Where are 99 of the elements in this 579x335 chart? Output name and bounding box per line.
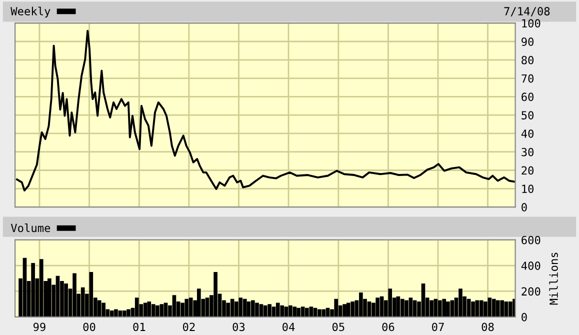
bar [234, 302, 238, 317]
bar [56, 276, 60, 317]
bar [309, 306, 314, 317]
y-tick-label: 100 [522, 19, 540, 28]
bar [110, 310, 114, 317]
bar [421, 284, 426, 317]
bar [102, 302, 106, 317]
bar [475, 300, 480, 317]
y-tick-label: 0 [522, 203, 527, 212]
bar [172, 295, 176, 317]
bar [471, 302, 475, 317]
y-tick-label: 90 [522, 38, 534, 46]
x-tick-label: 00 [83, 322, 96, 332]
line-series [16, 30, 516, 192]
bar [412, 300, 417, 317]
bar [350, 302, 355, 317]
bar [268, 304, 272, 317]
bar [488, 298, 492, 317]
bar [226, 302, 230, 317]
y-tick-label: 400 [521, 262, 540, 270]
bar [214, 272, 218, 317]
bar [479, 300, 484, 317]
x-tick-label: 03 [232, 322, 245, 332]
bar [134, 298, 139, 317]
bar [48, 278, 52, 317]
bar [288, 305, 292, 317]
bar [484, 302, 488, 317]
bar [376, 298, 380, 317]
bar [156, 305, 160, 317]
bar [31, 262, 35, 317]
bar [359, 292, 363, 317]
bar [242, 298, 247, 317]
bar [318, 309, 322, 317]
bar [292, 306, 297, 317]
x-tick-label: 07 [432, 322, 444, 332]
text: 7/14/08 [504, 7, 550, 16]
bar [205, 298, 210, 317]
bar [492, 298, 496, 317]
bar [72, 273, 76, 317]
x-tick-label: 05 [332, 322, 344, 332]
x-tick-label: 99 [33, 322, 46, 332]
bar [305, 308, 309, 317]
y-tick-label: 60 [522, 92, 534, 102]
bar [276, 302, 280, 317]
x-tick-label: 04 [282, 322, 295, 332]
bar [388, 288, 392, 317]
y-tick-label: 200 [522, 287, 540, 296]
bar [396, 296, 400, 317]
y-tick-label: 40 [521, 129, 534, 138]
bar [438, 300, 442, 317]
bar [238, 298, 243, 317]
y-tick-label: 70 [522, 74, 534, 83]
bar [114, 309, 118, 317]
bar [280, 305, 284, 317]
bar [408, 298, 413, 317]
legend-label: Weekly [10, 6, 50, 18]
bar [64, 284, 68, 317]
y-tick-label: 30 [522, 148, 534, 156]
bar [80, 287, 85, 317]
bar [334, 298, 338, 317]
y-tick-label: 0 [522, 312, 527, 322]
bar [39, 259, 44, 317]
bar [446, 302, 450, 317]
y-tick-label: 20 [522, 166, 534, 175]
bar [450, 300, 454, 317]
bar [122, 310, 126, 317]
bar [442, 298, 446, 317]
y-tick-label: 10 [522, 184, 534, 194]
bar [89, 272, 94, 317]
bar [400, 298, 404, 317]
bar [184, 298, 189, 317]
y-tick-label: 80 [522, 56, 534, 64]
x-tick-label: 08 [482, 322, 494, 332]
x-tick-label: 01 [133, 322, 146, 332]
bar [346, 302, 350, 317]
bar [404, 300, 408, 317]
bar [458, 288, 462, 317]
bar [180, 302, 184, 317]
bar [126, 309, 130, 317]
x-tick-label: 02 [182, 322, 195, 332]
bar [342, 304, 346, 317]
bar [251, 300, 255, 317]
bar [22, 258, 27, 317]
y-axis-title: Millions [549, 252, 558, 305]
bar [508, 302, 512, 317]
x-tick-label: 06 [382, 322, 394, 332]
bar [97, 300, 102, 317]
y-tick-label: 600 [522, 236, 540, 244]
bar [296, 308, 301, 317]
bar [196, 288, 201, 317]
bar [151, 304, 156, 317]
bar [255, 302, 259, 317]
bar [496, 300, 500, 317]
bar [147, 302, 152, 317]
legend-label: Volume [10, 223, 50, 232]
y-tick-label: 50 [522, 111, 534, 120]
bar [430, 300, 434, 317]
bar [188, 298, 193, 317]
bar [500, 300, 504, 317]
